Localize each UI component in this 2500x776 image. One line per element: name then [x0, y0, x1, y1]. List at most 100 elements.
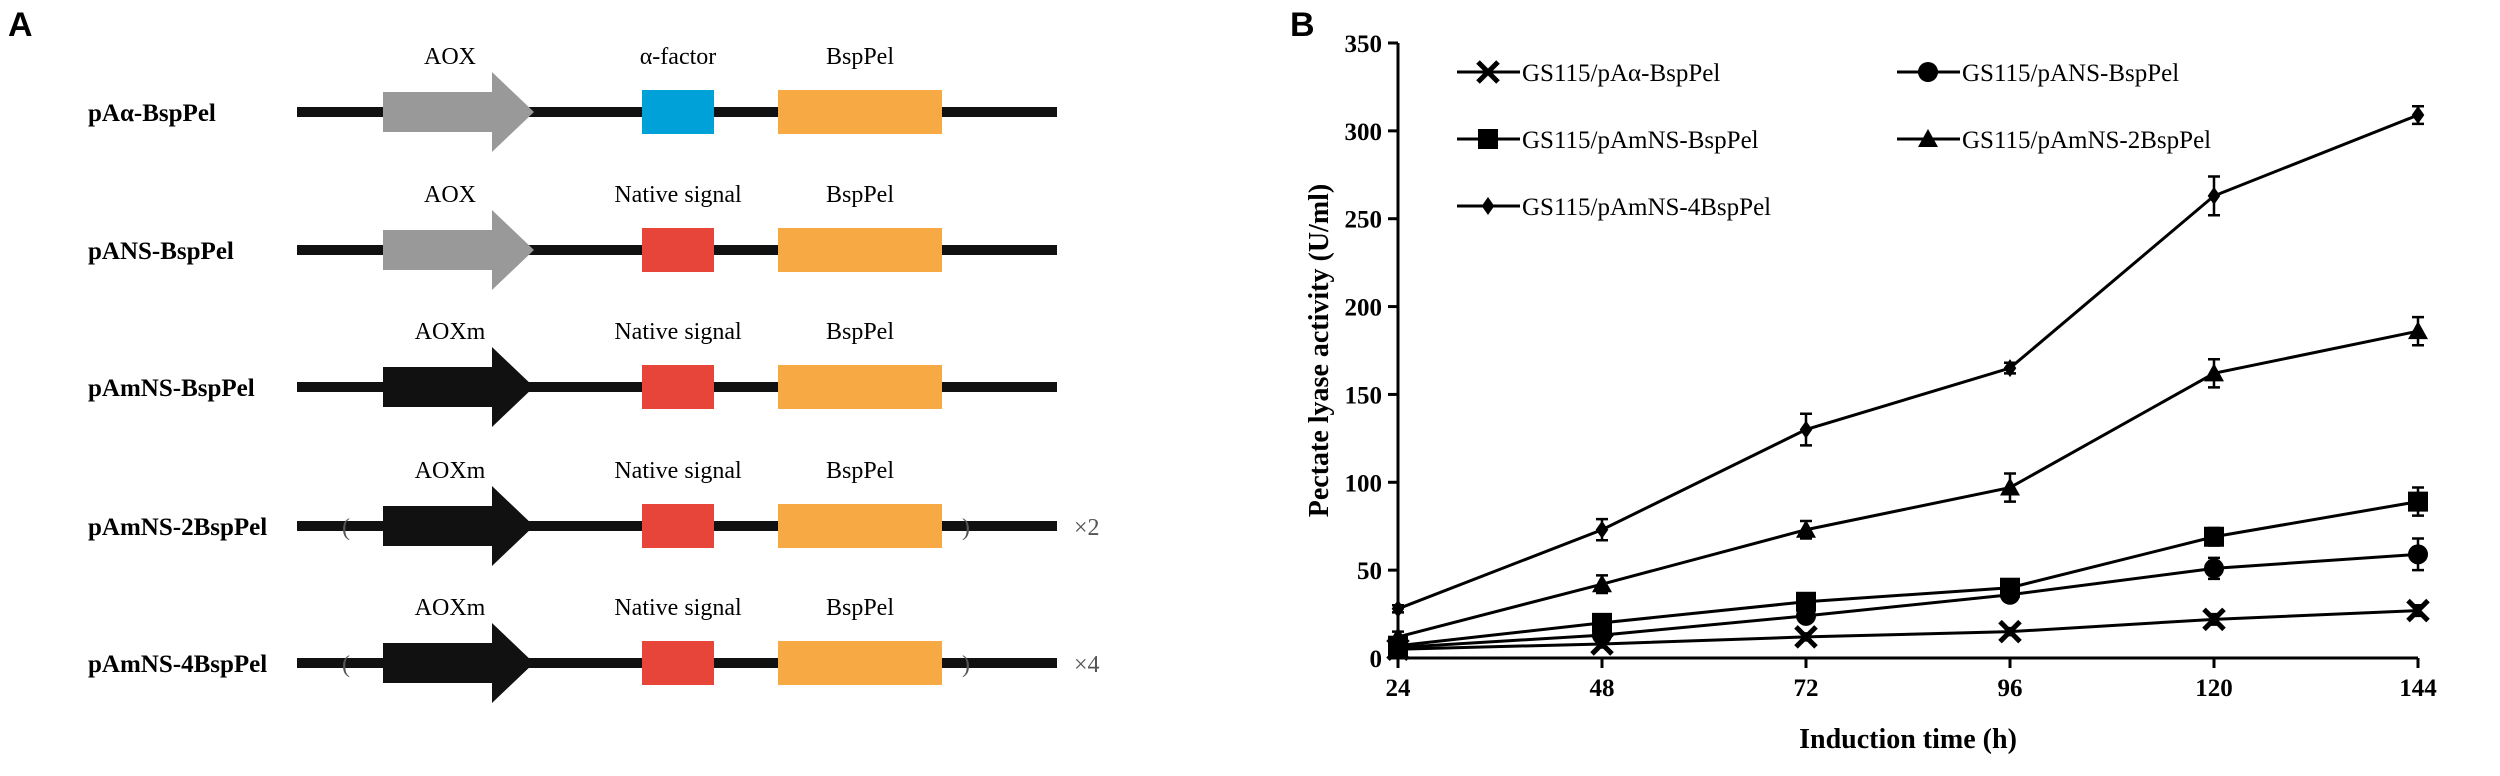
signal-label: α-factor: [640, 44, 717, 70]
triangle-marker: [2204, 363, 2224, 382]
signal-box: [642, 365, 714, 409]
legend-entry: GS115/pAmNS-BspPel: [1457, 127, 1759, 154]
y-tick-label: 350: [1345, 31, 1383, 58]
diamond-marker: [2003, 359, 2017, 378]
panel-b-letter: B: [1290, 6, 1315, 44]
legend-entry: GS115/pANS-BspPel: [1897, 60, 2179, 87]
construct-row: pAα-BspPel AOX α-factor BspPel: [88, 44, 1057, 152]
promoter-label: AOX: [424, 182, 476, 208]
x-tick-label: 144: [2399, 675, 2437, 702]
promoter-label: AOXm: [415, 319, 486, 345]
x-axis-title: Induction time (h): [1799, 724, 2017, 755]
y-tick-label: 250: [1345, 207, 1383, 234]
construct-name: pAmNS-BspPel: [88, 375, 255, 402]
square-marker: [1478, 129, 1498, 149]
series-triangle: [1388, 315, 2428, 645]
circle-marker: [2204, 558, 2224, 579]
x-tick-label: 24: [1386, 675, 1412, 702]
triangle-marker: [2000, 477, 2020, 496]
y-tick-label: 300: [1345, 119, 1383, 146]
bracket-open: (: [342, 652, 350, 678]
construct-row: pAmNS-2BspPel AOXm Native signal BspPel () ×2: [88, 458, 1100, 566]
gene-box: [778, 504, 942, 548]
gene-box: [778, 641, 942, 685]
construct-name: pAmNS-4BspPel: [88, 651, 267, 678]
y-tick-label: 50: [1357, 558, 1382, 585]
legend-entry: GS115/pAα-BspPel: [1457, 60, 1720, 87]
x-marker: [1794, 625, 1818, 649]
x-tick-label: 48: [1590, 675, 1615, 702]
triangle-marker: [2408, 321, 2428, 340]
series-line: [1397, 113, 2419, 611]
square-marker: [2204, 526, 2224, 547]
diamond-marker: [2411, 106, 2425, 125]
gene-box: [778, 90, 942, 134]
signal-box: [642, 641, 714, 685]
promoter-arrow: [383, 72, 534, 152]
square-marker: [1796, 591, 1816, 612]
promoter-arrow: [383, 210, 534, 290]
square-marker: [2000, 577, 2020, 598]
gene-box: [778, 365, 942, 409]
promoter-arrow: [383, 347, 534, 427]
x-marker: [2202, 607, 2226, 632]
legend-label: GS115/pAα-BspPel: [1522, 60, 1720, 87]
triangle-marker: [1388, 626, 1408, 645]
diamond-marker: [1595, 520, 1609, 539]
gene-label: BspPel: [826, 458, 894, 484]
promoter-label: AOXm: [415, 595, 486, 621]
diamond-marker: [1799, 420, 1813, 439]
legend-entry: GS115/pAmNS-2BspPel: [1897, 127, 2211, 154]
panel-a-letter: A: [8, 6, 33, 44]
y-tick-label: 100: [1345, 470, 1383, 497]
bracket-close: ): [962, 652, 970, 678]
construct-row: pAmNS-4BspPel AOXm Native signal BspPel () ×4: [88, 595, 1100, 703]
gene-label: BspPel: [826, 182, 894, 208]
signal-box: [642, 228, 714, 272]
y-tick-label: 150: [1345, 382, 1383, 409]
construct-row: pANS-BspPel AOX Native signal BspPel: [88, 182, 1057, 290]
x-marker: [1476, 60, 1500, 84]
y-tick-label: 200: [1345, 295, 1383, 322]
series-line: [1397, 609, 2419, 651]
legend-label: GS115/pAmNS-2BspPel: [1962, 127, 2211, 154]
construct-name: pAα-BspPel: [88, 100, 216, 127]
promoter-label: AOXm: [415, 458, 486, 484]
diamond-marker: [1391, 599, 1405, 618]
gene-label: BspPel: [826, 44, 894, 70]
copy-number: ×4: [1074, 652, 1100, 678]
bracket-close: ): [962, 515, 970, 541]
copy-number: ×2: [1074, 515, 1100, 541]
series-line: [1397, 552, 2419, 649]
promoter-label: AOX: [424, 44, 476, 70]
circle-marker: [1918, 62, 1938, 82]
x-tick-label: 72: [1794, 675, 1819, 702]
promoter-arrow: [383, 623, 534, 703]
series-line: [1397, 500, 2419, 648]
signal-label: Native signal: [614, 458, 742, 484]
triangle-marker: [1592, 574, 1612, 593]
gene-label: BspPel: [826, 595, 894, 621]
signal-box: [642, 504, 714, 548]
y-tick-label: 0: [1370, 646, 1383, 673]
square-marker: [2408, 491, 2428, 512]
series-square: [1388, 486, 2428, 656]
bracket-open: (: [342, 515, 350, 541]
x-marker: [2406, 598, 2430, 623]
line-chart: 0 50 100 150 200 250 300 350 24 48 72 96 120 144 Induc…: [1304, 31, 2437, 755]
series-diamond: [1391, 105, 2425, 618]
promoter-arrow: [383, 486, 534, 566]
signal-label: Native signal: [614, 319, 742, 345]
legend-label: GS115/pAmNS-4BspPel: [1522, 194, 1771, 221]
legend-label: GS115/pANS-BspPel: [1962, 60, 2179, 87]
series-line: [1397, 329, 2419, 639]
triangle-marker: [1796, 519, 1816, 538]
construct-name: pAmNS-2BspPel: [88, 514, 267, 541]
legend-entry: GS115/pAmNS-4BspPel: [1457, 194, 1771, 221]
signal-label: Native signal: [614, 182, 742, 208]
gene-box: [778, 228, 942, 272]
gene-label: BspPel: [826, 319, 894, 345]
triangle-marker: [1918, 129, 1938, 147]
construct-name: pANS-BspPel: [88, 238, 234, 265]
